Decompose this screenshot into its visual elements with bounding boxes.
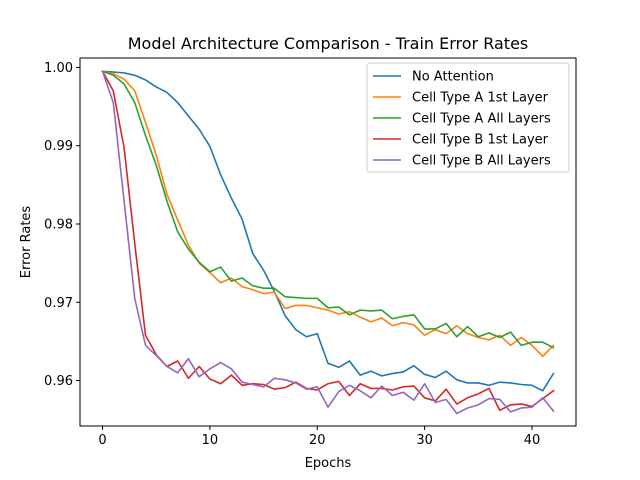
x-tick-label: 30 — [416, 433, 433, 448]
legend-entry: No Attention — [412, 70, 494, 85]
legend-entry: Cell Type B 1st Layer — [412, 133, 549, 148]
x-axis-label: Epochs — [305, 456, 352, 471]
x-tick-label: 20 — [309, 433, 326, 448]
legend-entry: Cell Type B All Layers — [412, 154, 551, 169]
y-tick-label: 1.00 — [44, 61, 73, 76]
series-line-1 — [101, 70, 555, 392]
x-tick-label: 0 — [98, 433, 106, 448]
y-tick-label: 0.98 — [44, 217, 73, 232]
legend-entry: Cell Type A All Layers — [412, 112, 551, 127]
axes-frame — [79, 57, 577, 427]
y-tick-label: 0.99 — [44, 139, 73, 154]
legend-entry: Cell Type A 1st Layer — [412, 91, 549, 106]
series-line-3 — [101, 70, 555, 349]
series-line-5 — [101, 70, 555, 415]
series-line-4 — [101, 70, 555, 412]
y-axis-label: Error Rates — [19, 206, 34, 279]
y-tick-label: 0.97 — [44, 296, 73, 311]
y-axis-ticks: 0.96 0.97 0.98 0.99 1.00 — [44, 61, 80, 389]
plot-area: 0 10 20 30 40 0.96 0.97 0.98 0.99 1.00 — [44, 57, 577, 448]
y-tick-label: 0.96 — [44, 374, 73, 389]
chart-title: Model Architecture Comparison - Train Er… — [128, 34, 529, 53]
x-tick-label: 40 — [524, 433, 541, 448]
series-lines — [101, 70, 555, 415]
legend: No Attention Cell Type A 1st Layer Cell Ty… — [366, 62, 570, 173]
x-axis-ticks: 0 10 20 30 40 — [98, 426, 540, 448]
legend-box — [366, 62, 570, 173]
x-tick-label: 10 — [202, 433, 219, 448]
